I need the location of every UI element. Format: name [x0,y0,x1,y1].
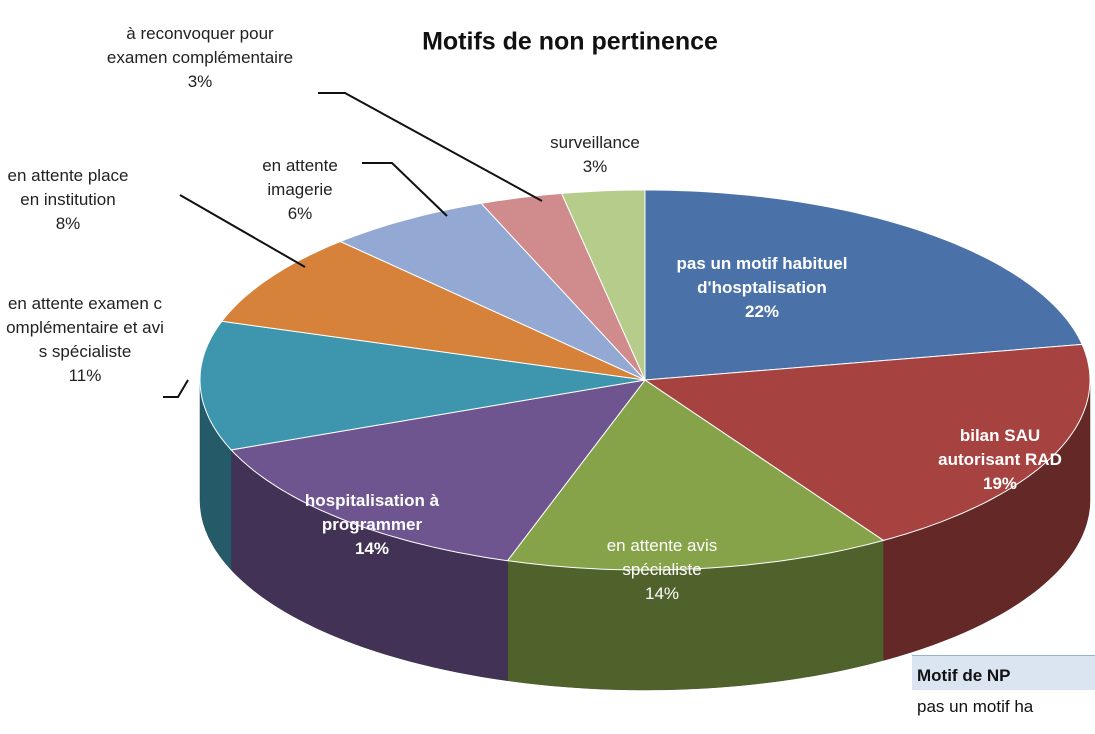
chart-title: Motifs de non pertinence [422,27,718,56]
slice-name: en attente examen complémentaire et avis… [6,294,164,361]
slice-name: hospitalisation à programmer [304,491,440,534]
slice-name: en attente imagerie [262,156,338,199]
slice-label: surveillance 3% [520,131,670,179]
leader-line [318,92,543,202]
slice-label: pas un motif habituel d'hosptalisation 22… [667,252,857,324]
slice-value: 3% [582,157,608,176]
table-cell: pas un motif ha [917,697,1034,716]
slice-label: hospitalisation à programmer 14% [257,489,487,561]
leader-line [163,379,189,398]
leader-line [362,162,448,217]
slice-value: 19% [982,474,1018,493]
pie-slice [644,189,1083,381]
table: Motif de NP pas un motif ha [912,655,1095,734]
slice-value: 8% [55,214,81,233]
leader-line [179,194,306,268]
slice-name: surveillance [550,133,640,152]
slice-label: en attente examen complémentaire et avis… [5,292,165,388]
slice-value: 6% [287,204,313,223]
slice-label: en attente imagerie 6% [240,154,360,226]
slice-name: à reconvoquer pour examen complémentaire [106,24,294,67]
pie-slice [220,240,646,381]
slice-value: 22% [744,302,780,321]
slice-value: 14% [644,584,680,603]
slice-label: en attente place en institution 8% [1,164,136,236]
pie-slice [643,343,1091,541]
leader-lines [163,92,543,398]
slice-value: 11% [68,366,102,385]
pie-slice [339,202,646,381]
slice-value: 14% [354,539,390,558]
pie-slice [560,189,646,381]
pie-slice [199,320,646,451]
pie-slice [506,379,885,571]
slice-value: 3% [187,72,213,91]
pie-slice [480,192,646,381]
slice-name: pas un motif habituel d'hosptalisation [676,254,848,297]
slice-label: bilan SAU autorisant RAD 19% [920,424,1080,496]
pie-sides [199,379,1091,691]
slice-name: en attente place en institution [7,166,129,209]
pie-slice [230,379,647,562]
table-header: Motif de NP [912,655,1095,690]
slice-name: en attente avis spécialiste [606,536,718,579]
pie-tops [199,189,1091,571]
slice-name: bilan SAU autorisant RAD [938,426,1062,469]
slice-label: à reconvoquer pour examen complémentaire… [105,22,295,94]
slice-label: en attente avis spécialiste 14% [567,534,757,606]
